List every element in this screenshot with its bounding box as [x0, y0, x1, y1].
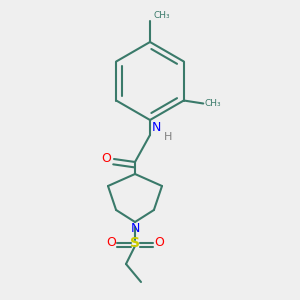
Text: N: N	[152, 121, 161, 134]
Text: O: O	[154, 236, 164, 250]
Text: CH₃: CH₃	[153, 11, 169, 20]
Text: O: O	[102, 152, 111, 166]
Text: S: S	[130, 236, 140, 250]
Text: N: N	[130, 222, 140, 235]
Text: O: O	[106, 236, 116, 250]
Text: H: H	[164, 131, 172, 142]
Text: CH₃: CH₃	[205, 99, 221, 108]
